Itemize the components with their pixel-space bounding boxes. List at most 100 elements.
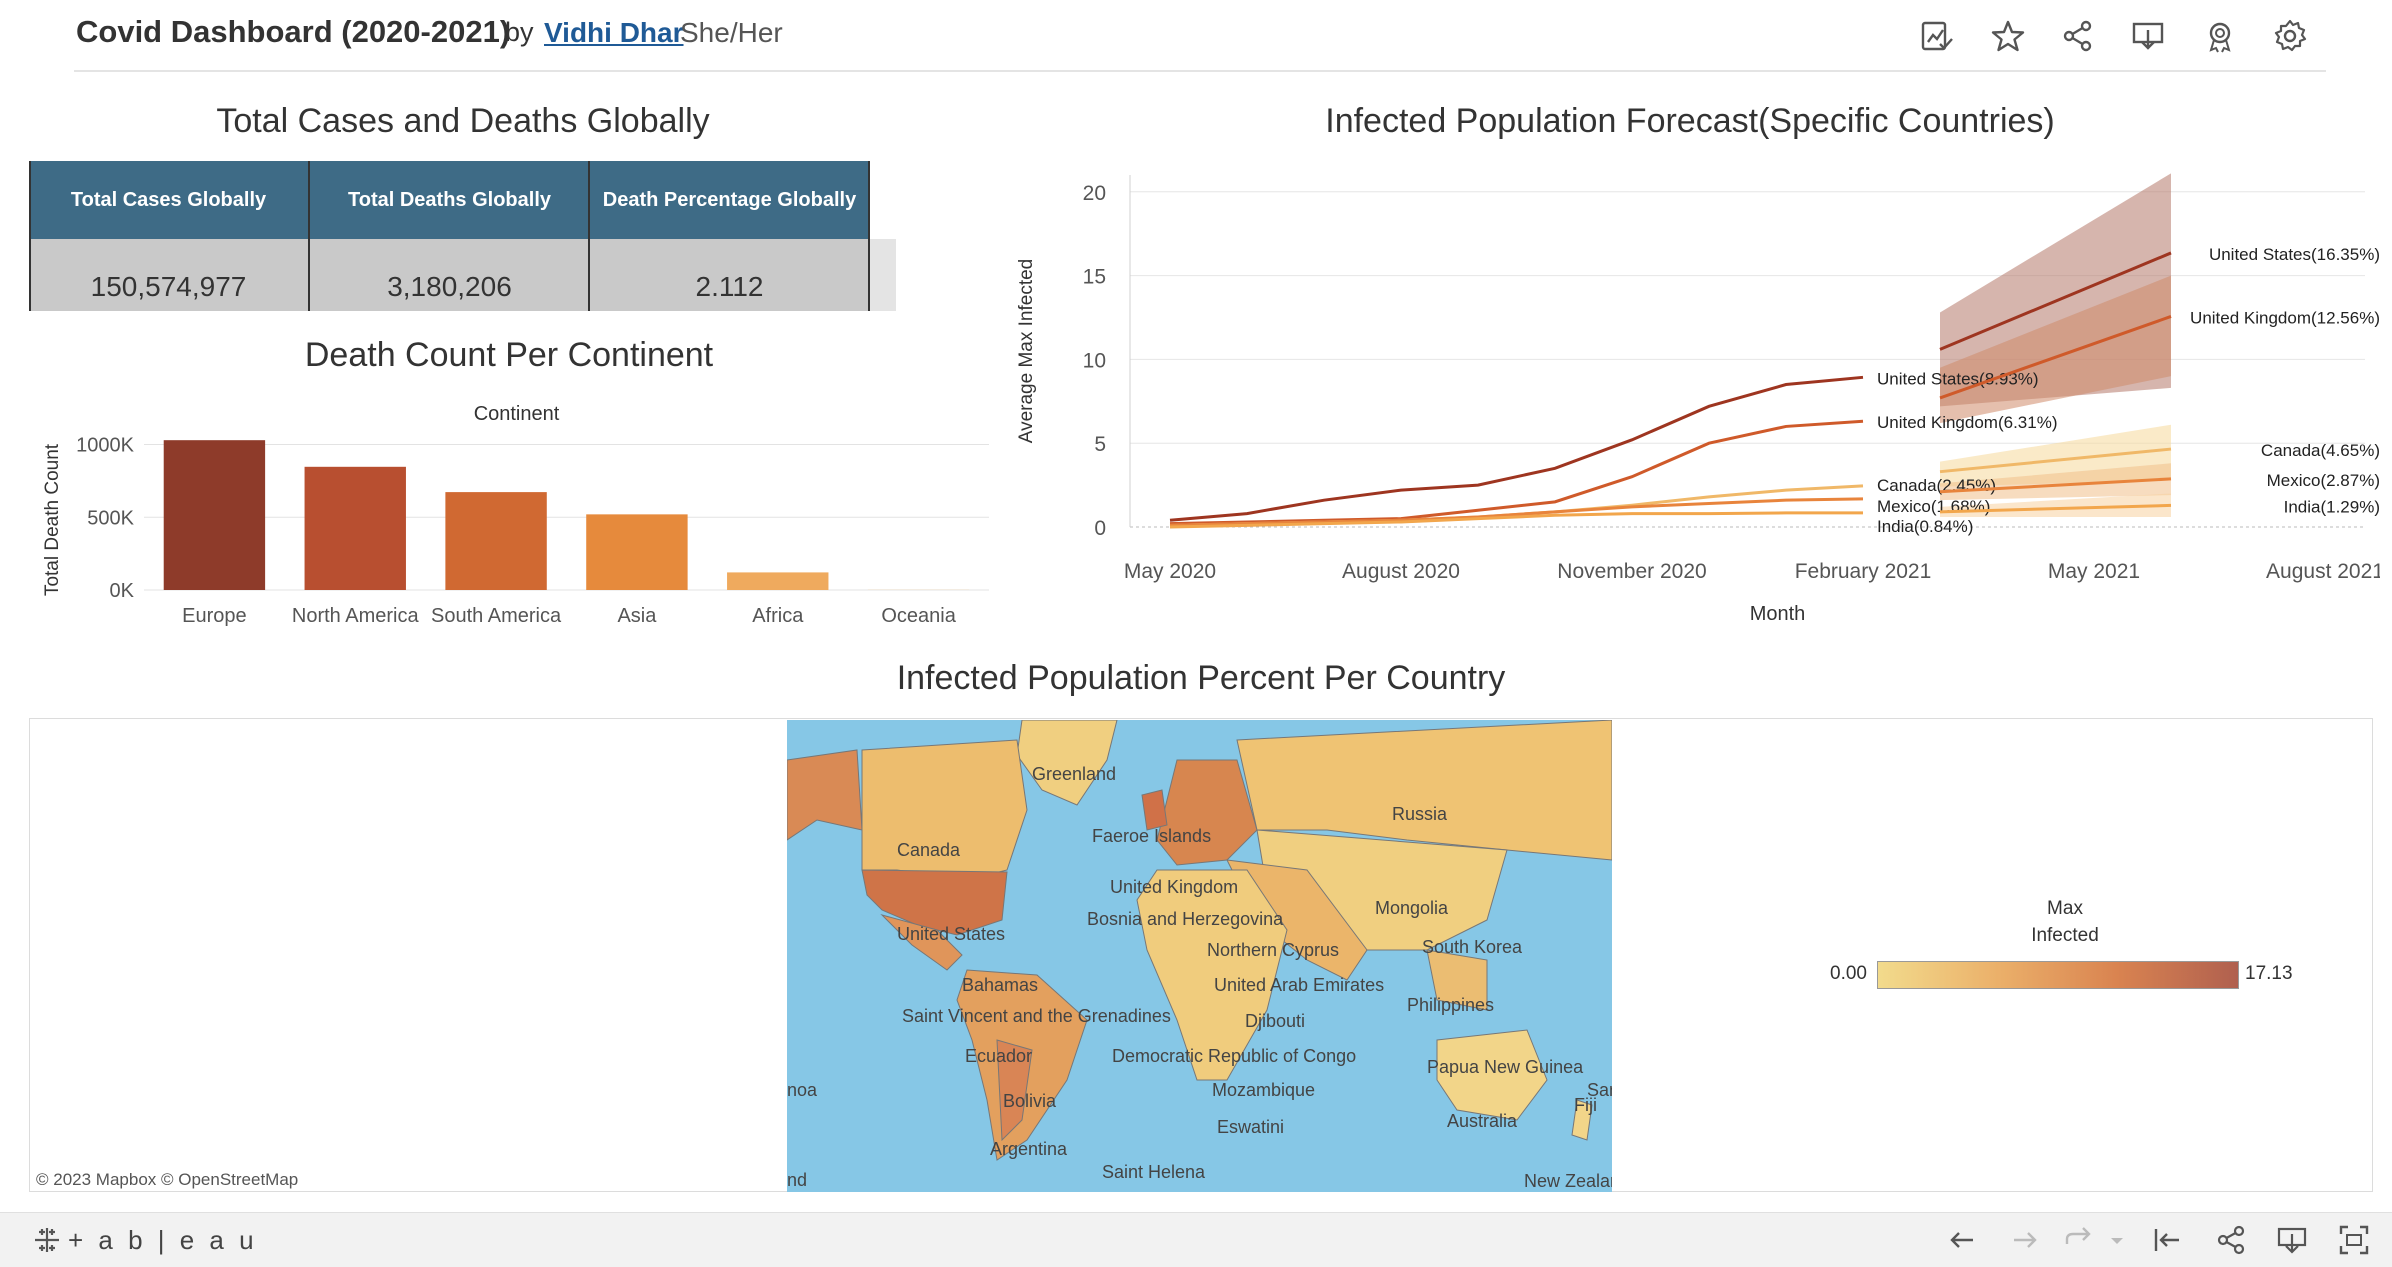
map-credit: © 2023 Mapbox © OpenStreetMap	[36, 1170, 298, 1190]
tableau-wordmark: + a b | e a u	[68, 1225, 258, 1256]
y-tick-label: 500K	[87, 507, 134, 529]
series-line[interactable]	[1170, 377, 1863, 520]
bar[interactable]	[586, 514, 687, 590]
metrics-icon[interactable]	[1918, 18, 1954, 54]
map-country-label: United States	[897, 924, 1005, 945]
share-icon[interactable]	[2214, 1223, 2248, 1257]
undo-icon[interactable]	[1945, 1223, 1979, 1257]
gear-icon[interactable]	[2272, 18, 2308, 54]
map-country-label: Argentina	[990, 1139, 1067, 1160]
kpi-header: Total Cases Globally	[29, 161, 308, 239]
map-country-label: Mozambique	[1212, 1080, 1315, 1101]
series-label: India(0.84%)	[1877, 517, 1973, 536]
x-axis-title: Continent	[474, 403, 560, 425]
y-tick-label: 20	[1083, 182, 1106, 205]
map-country-label: Philippines	[1407, 995, 1494, 1016]
bar[interactable]	[727, 572, 828, 590]
x-tick-label: May 2021	[2048, 560, 2140, 583]
forecast-label: United States(16.35%)	[2209, 245, 2380, 264]
x-axis-title: Month	[1750, 603, 1806, 625]
legend-min: 0.00	[1830, 963, 1867, 985]
x-tick-label: Asia	[617, 605, 657, 627]
badge-icon[interactable]	[2202, 18, 2238, 54]
map-country-label: Djibouti	[1245, 1011, 1305, 1032]
kpi-total-cases: Total Cases Globally 150,574,977	[29, 161, 308, 311]
tableau-logo[interactable]: + a b | e a u	[32, 1223, 258, 1257]
kpi-header: Death Percentage Globally	[590, 161, 869, 239]
redo-icon[interactable]	[2008, 1223, 2042, 1257]
share-icon[interactable]	[2060, 18, 2096, 54]
author-link[interactable]: Vidhi Dhar	[544, 17, 684, 49]
map-country-label: noa	[787, 1080, 817, 1101]
kpi-divider	[29, 161, 31, 311]
forecast-label: Canada(4.65%)	[2261, 441, 2380, 460]
kpi-total-deaths: Total Deaths Globally 3,180,206	[310, 161, 589, 311]
forecast-label: India(1.29%)	[2284, 497, 2380, 516]
y-tick-label: 5	[1094, 433, 1106, 456]
x-tick-label: Oceania	[881, 605, 956, 627]
map-country-label: Northern Cyprus	[1207, 940, 1339, 961]
star-icon[interactable]	[1990, 18, 2026, 54]
reset-icon[interactable]	[2150, 1223, 2184, 1257]
kpi-divider	[588, 161, 590, 311]
header-divider	[74, 70, 2326, 72]
x-tick-label: Europe	[182, 605, 247, 627]
map-country-label: Papua New Guinea	[1427, 1057, 1583, 1078]
map-country-label: Bahamas	[962, 975, 1038, 996]
map-country-label: United Arab Emirates	[1214, 975, 1384, 996]
forecast-chart-title: Infected Population Forecast(Specific Co…	[1020, 102, 2360, 141]
map-country-label: Mongolia	[1375, 898, 1448, 919]
kpi-title: Total Cases and Deaths Globally	[29, 102, 897, 141]
map-country-label: Saint Helena	[1102, 1162, 1205, 1183]
map-country-label: nd	[787, 1170, 807, 1191]
bar[interactable]	[305, 467, 406, 590]
download-icon[interactable]	[2275, 1223, 2309, 1257]
kpi-scrollbar[interactable]	[870, 239, 896, 311]
legend-title-line1: Max	[1985, 895, 2145, 922]
forecast-label: Mexico(2.87%)	[2267, 471, 2380, 490]
bar[interactable]	[445, 492, 546, 590]
map-country-label: Bosnia and Herzegovina	[1087, 909, 1283, 930]
map-country-label: Fiji	[1574, 1095, 1597, 1116]
y-axis-title: Average Max Infected	[1016, 259, 1037, 443]
legend-max: 17.13	[2245, 963, 2293, 985]
forecast-label: United Kingdom(12.56%)	[2190, 308, 2380, 327]
map-country-label: South Korea	[1422, 937, 1522, 958]
map-country-label: Canada	[897, 840, 960, 861]
author-pronouns: She/Her	[680, 17, 783, 49]
kpi-table: Total Cases Globally 150,574,977 Total D…	[29, 161, 871, 311]
legend-color-bar	[1877, 961, 2239, 989]
series-label: United Kingdom(6.31%)	[1877, 413, 2057, 432]
map-country-label: Australia	[1447, 1111, 1517, 1132]
kpi-header: Total Deaths Globally	[310, 161, 589, 239]
map-country-label: Faeroe Islands	[1092, 826, 1211, 847]
bar[interactable]	[164, 440, 265, 590]
download-icon[interactable]	[2130, 18, 2166, 54]
forecast-chart: Average Max Infected Month 0 5 10 15 20 May 202…	[1010, 165, 2380, 635]
y-tick-label: 15	[1083, 266, 1106, 289]
kpi-divider	[308, 161, 310, 311]
map-country-label: Bolivia	[1003, 1091, 1056, 1112]
fullscreen-icon[interactable]	[2337, 1223, 2371, 1257]
series-label: Canada(2.45%)	[1877, 476, 1996, 495]
revert-icon[interactable]	[2062, 1223, 2096, 1257]
tableau-logo-icon	[32, 1225, 62, 1255]
y-tick-label: 0	[1094, 517, 1106, 540]
x-tick-label: August 2020	[1342, 560, 1460, 583]
map-title: Infected Population Percent Per Country	[29, 659, 2373, 698]
map-country-label: Eswatini	[1217, 1117, 1284, 1138]
y-tick-label: 10	[1083, 349, 1106, 372]
kpi-value: 3,180,206	[310, 239, 589, 311]
x-tick-label: May 2020	[1124, 560, 1216, 583]
x-tick-label: South America	[431, 605, 562, 627]
kpi-death-percentage: Death Percentage Globally 2.112	[590, 161, 869, 311]
x-tick-label: Africa	[752, 605, 804, 627]
map-country-label: Democratic Republic of Congo	[1112, 1046, 1356, 1067]
map-country-label: Greenland	[1032, 764, 1116, 785]
map-country-label: Ecuador	[965, 1046, 1032, 1067]
tableau-toolbar: + a b | e a u	[0, 1212, 2392, 1267]
x-tick-label: November 2020	[1557, 560, 1706, 583]
dropdown-icon[interactable]	[2108, 1223, 2126, 1257]
